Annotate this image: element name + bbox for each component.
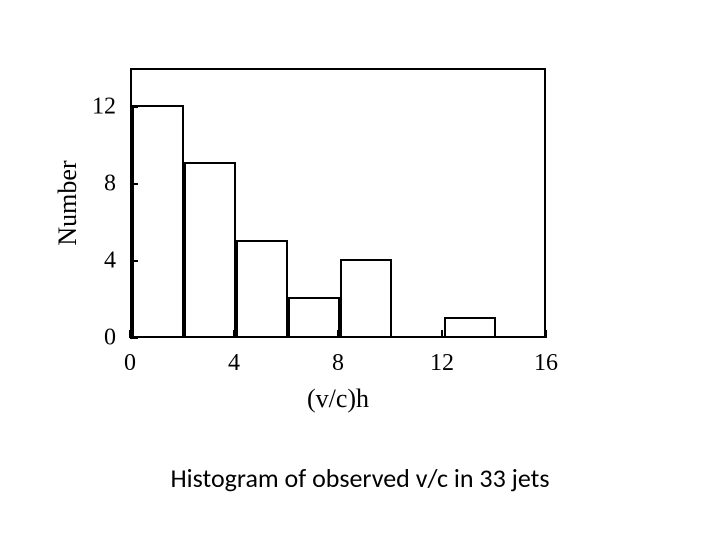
y-axis-title: Number (53, 160, 83, 245)
y-tick (130, 337, 138, 339)
y-tick-label: 4 (104, 247, 116, 274)
x-tick-label: 12 (430, 350, 454, 377)
plot-area (132, 70, 544, 336)
y-tick (130, 260, 138, 262)
plot-frame (130, 68, 546, 338)
y-tick-label: 0 (104, 325, 116, 352)
y-tick (130, 183, 138, 185)
histogram-bar (132, 105, 184, 336)
x-tick-label: 0 (124, 350, 136, 377)
figure-stage: Number (v/c)h Histogram of observed v/c … (0, 0, 720, 540)
histogram-bar (444, 317, 496, 336)
x-tick (441, 330, 443, 338)
x-tick-label: 8 (332, 350, 344, 377)
x-tick-label: 16 (534, 350, 558, 377)
histogram-bar (236, 240, 288, 336)
y-tick (130, 106, 138, 108)
x-tick (545, 330, 547, 338)
x-tick (233, 330, 235, 338)
histogram-bar (288, 297, 340, 336)
figure-caption: Histogram of observed v/c in 33 jets (170, 462, 549, 494)
y-tick-label: 12 (92, 93, 116, 120)
histogram-bar (340, 259, 392, 336)
histogram-bar (184, 162, 236, 336)
x-tick-label: 4 (228, 350, 240, 377)
x-tick (337, 330, 339, 338)
y-tick-label: 8 (104, 170, 116, 197)
x-axis-title: (v/c)h (307, 384, 369, 414)
